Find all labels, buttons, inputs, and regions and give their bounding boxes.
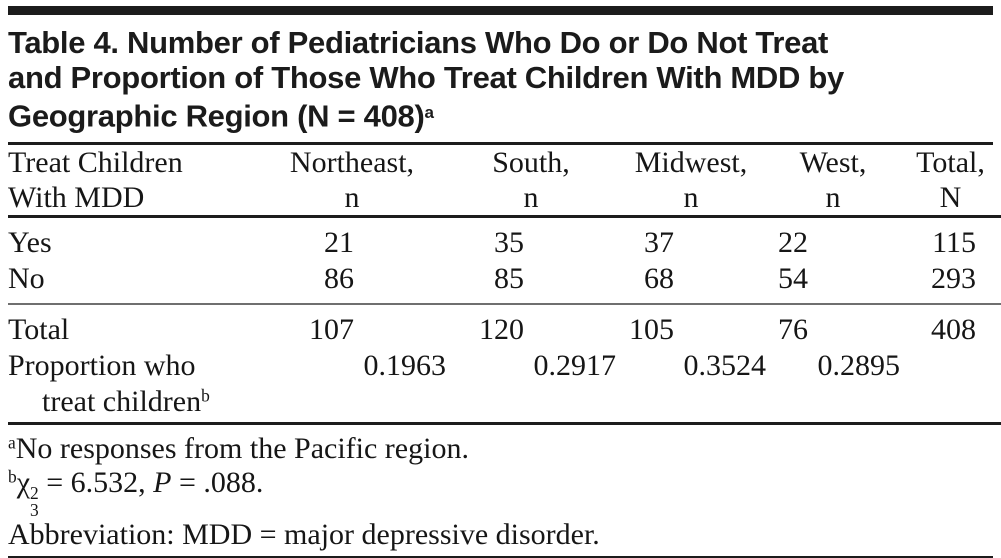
column-header-sub: n [825, 180, 841, 214]
table-row-no: No 86 85 68 54 293 [8, 260, 1001, 305]
cell-total-midwest: 105 [629, 312, 674, 346]
cell-total-west: 76 [778, 312, 808, 346]
cell-no-total: 293 [900, 260, 1001, 305]
column-header-northeast: Northeast, n [258, 144, 446, 218]
p-value-label: P [153, 465, 172, 499]
row-label: Yes [8, 225, 52, 259]
cell-no-midwest: 68 [616, 260, 766, 305]
cell-total-total: 408 [931, 312, 976, 346]
column-header-total: Total, N [900, 144, 1001, 218]
chi-superscript: 2 [30, 483, 39, 504]
bottom-rule [8, 556, 993, 558]
proportion-footnote-marker: b [201, 384, 210, 405]
stub-header: Treat Children With MDD [8, 144, 258, 218]
title-footnote-marker: a [424, 103, 434, 122]
chi-subscript: 3 [30, 499, 39, 520]
footnotes: aNo responses from the Pacific region. b… [8, 432, 993, 555]
cell-yes-south: 35 [494, 225, 524, 259]
cell-proportion-midwest: 0.3524 [616, 347, 766, 425]
cell-no-northeast: 86 [258, 260, 446, 305]
column-header-label: South, [492, 145, 570, 179]
table-body-counts: Yes 21 35 37 22 115 No 86 85 68 54 293 [8, 216, 1001, 305]
column-header-west: West, n [766, 144, 900, 218]
cell-total-south: 120 [479, 312, 524, 346]
table-row-yes: Yes 21 35 37 22 115 [8, 216, 1001, 261]
table-title: Table 4. Number of Pediatricians Who Do … [8, 25, 993, 145]
title-line-3-text: Geographic Region (N = 408) [8, 98, 425, 134]
title-line-1: Table 4. Number of Pediatricians Who Do … [8, 25, 829, 60]
cell-proportion-total-empty [900, 347, 1001, 425]
stub-header-line-2: With MDD [8, 180, 145, 214]
row-label: Total [8, 312, 70, 346]
column-header-sub: n [523, 180, 539, 214]
cell-total-northeast: 107 [309, 312, 354, 346]
proportion-label-line-1: Proportion who [8, 348, 196, 382]
column-header-midwest: Midwest, n [616, 144, 766, 218]
cell-yes-west: 22 [778, 225, 808, 259]
row-label: No [8, 260, 258, 305]
cell-proportion-south: 0.2917 [446, 347, 616, 425]
table-body-summary: Total 107 120 105 76 408 Proportion who … [8, 304, 1001, 425]
title-line-2: and Proportion of Those Who Treat Childr… [8, 60, 844, 95]
table-row-proportion: Proportion who treat childrenb 0.1963 0.… [8, 347, 1001, 425]
footnote-b-pvalue: = .088. [171, 465, 264, 499]
row-label-proportion: Proportion who treat childrenb [8, 347, 258, 425]
footnote-b-marker: b [8, 465, 17, 486]
column-header-label: Total, [916, 145, 985, 179]
column-header-label: Midwest, [634, 145, 748, 179]
footnote-a: aNo responses from the Pacific region. [8, 432, 993, 466]
data-table: Treat Children With MDD Northeast, n Sou… [8, 144, 1001, 425]
footnote-a-text: No responses from the Pacific region. [15, 431, 469, 465]
column-header-label: West, [799, 145, 867, 179]
column-header-sub: n [344, 180, 360, 214]
top-rule [8, 6, 993, 15]
stub-header-line-1: Treat Children [8, 145, 183, 179]
table-row-total: Total 107 120 105 76 408 [8, 304, 1001, 348]
chi-symbol: χ [16, 465, 31, 499]
footnote-b-statistic: = 6.532, [38, 465, 154, 499]
cell-no-south: 85 [446, 260, 616, 305]
proportion-label-text: treat children [42, 384, 202, 418]
column-header-south: South, n [446, 144, 616, 218]
column-header-sub: N [939, 180, 962, 214]
footnote-b: bχ 2 3 = 6.532, P = .088. [8, 466, 993, 519]
column-header-sub: n [683, 180, 699, 214]
footnote-abbreviation: Abbreviation: MDD = major depressive dis… [8, 518, 600, 552]
cell-yes-midwest: 37 [644, 225, 674, 259]
footnote-a-marker: a [8, 431, 16, 452]
cell-yes-northeast: 21 [324, 225, 354, 259]
title-line-3: Geographic Region (N = 408)a [8, 95, 993, 134]
proportion-label-line-2: treat childrenb [8, 384, 258, 420]
column-header-label: Northeast, [289, 145, 415, 179]
cell-proportion-west: 0.2895 [766, 347, 900, 425]
cell-no-west: 54 [766, 260, 900, 305]
table-header: Treat Children With MDD Northeast, n Sou… [8, 144, 1001, 218]
cell-proportion-northeast: 0.1963 [258, 347, 446, 425]
cell-yes-total: 115 [932, 225, 976, 259]
